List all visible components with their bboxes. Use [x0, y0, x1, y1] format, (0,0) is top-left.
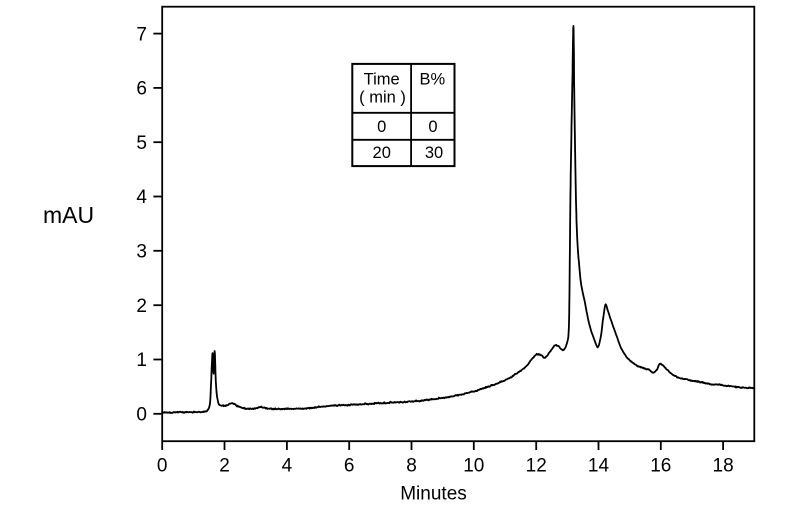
svg-text:7: 7: [136, 24, 147, 45]
svg-text:12: 12: [526, 456, 547, 477]
svg-text:14: 14: [588, 456, 610, 477]
svg-text:0: 0: [157, 456, 168, 477]
svg-text:mAU: mAU: [43, 202, 94, 228]
svg-text:0: 0: [428, 118, 437, 136]
svg-text:2: 2: [219, 456, 230, 477]
svg-text:20: 20: [373, 144, 391, 162]
svg-text:2: 2: [136, 296, 147, 317]
svg-text:5: 5: [136, 133, 147, 154]
svg-text:8: 8: [406, 456, 417, 477]
svg-text:( min ): ( min ): [359, 89, 406, 107]
svg-text:6: 6: [344, 456, 355, 477]
svg-text:Minutes: Minutes: [400, 484, 467, 505]
svg-text:4: 4: [282, 456, 293, 477]
svg-text:B%: B%: [419, 71, 445, 89]
svg-text:18: 18: [713, 456, 734, 477]
svg-text:1: 1: [136, 350, 147, 371]
svg-text:6: 6: [136, 79, 147, 100]
svg-text:0: 0: [136, 405, 147, 426]
svg-text:Time: Time: [364, 71, 400, 89]
svg-text:10: 10: [463, 456, 484, 477]
svg-text:4: 4: [136, 187, 147, 208]
svg-text:0: 0: [377, 118, 386, 136]
svg-text:16: 16: [650, 456, 671, 477]
svg-text:3: 3: [136, 242, 147, 263]
svg-text:30: 30: [425, 144, 443, 162]
